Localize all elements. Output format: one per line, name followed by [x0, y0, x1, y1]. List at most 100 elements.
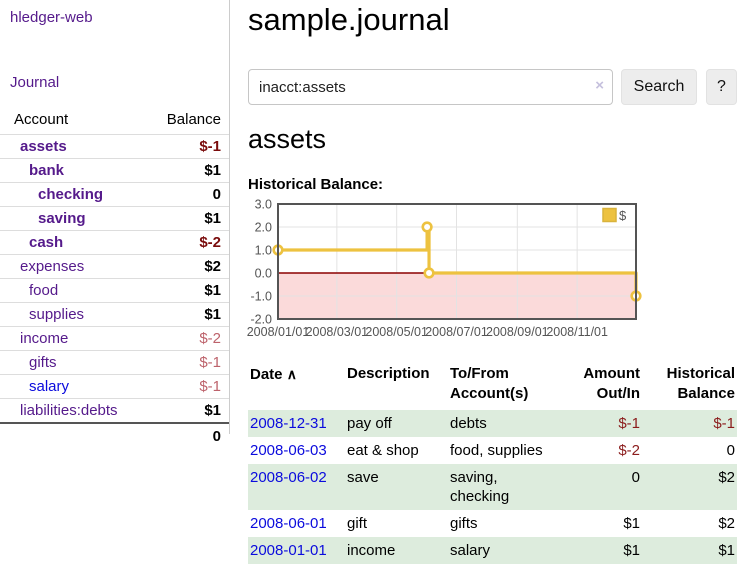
sidebar: hledger-web Journal Account Balance asse…: [0, 0, 230, 445]
account-link-expenses[interactable]: expenses: [20, 258, 85, 275]
account-link-liabilities-debts[interactable]: liabilities:debts: [20, 402, 118, 419]
register-table: Date ∧ Description To/From Account(s) Am…: [248, 362, 737, 564]
svg-text:2008/03/01: 2008/03/01: [306, 325, 369, 339]
balance-column-header: Balance: [166, 111, 221, 128]
transaction-balance: $-1: [713, 415, 735, 432]
svg-text:2008/01/01: 2008/01/01: [247, 325, 310, 339]
svg-text:0.0: 0.0: [255, 267, 272, 281]
svg-text:1.0: 1.0: [255, 244, 272, 258]
balance-chart-canvas: 3.0 2.0 1.0 0.0 -1.0 -2.02008/01/012008/03/01…: [247, 198, 642, 339]
account-balance: $-2: [199, 234, 221, 251]
svg-text:$: $: [619, 208, 627, 223]
transaction-balance: $1: [718, 542, 735, 559]
account-balance: 0: [212, 186, 221, 203]
register-row: 2008-06-01 gift gifts $1 $2: [248, 510, 737, 537]
page-title: sample.journal: [248, 2, 450, 37]
sort-ascending-icon: ∧: [286, 366, 297, 382]
account-row: supplies $1: [0, 302, 229, 326]
app-brand-link[interactable]: hledger-web: [10, 9, 93, 26]
transaction-date-link[interactable]: 2008-06-01: [250, 515, 327, 532]
account-link-saving[interactable]: saving: [38, 210, 86, 227]
transaction-description: eat & shop: [347, 442, 419, 459]
account-row: saving $1: [0, 206, 229, 230]
search-input[interactable]: [248, 69, 613, 105]
transaction-balance: $2: [718, 515, 735, 532]
account-row: gifts $-1: [0, 350, 229, 374]
transaction-amount: $1: [623, 542, 640, 559]
account-link-cash[interactable]: cash: [29, 234, 64, 251]
accounts-header: Account Balance: [0, 107, 229, 134]
account-row: cash $-2: [0, 230, 229, 254]
column-header-accounts: To/From Account(s): [450, 365, 529, 402]
transaction-balance: $2: [718, 469, 735, 486]
main-content: sample.journal × Search ? assets Histori…: [247, 0, 738, 582]
column-header-amount: Amount Out/In: [583, 365, 640, 402]
account-balance: $2: [204, 258, 221, 275]
accounts-panel: Account Balance assets $-1 bank $1 check…: [0, 107, 229, 449]
transaction-date-link[interactable]: 2008-12-31: [250, 415, 327, 432]
transaction-accounts: saving, checking: [450, 469, 510, 505]
account-link-food[interactable]: food: [29, 282, 59, 299]
account-link-assets[interactable]: assets: [20, 138, 67, 155]
svg-text:3.0: 3.0: [255, 199, 272, 212]
register-row: 2008-01-01 income salary $1 $1: [248, 537, 737, 564]
historical-balance-label: Historical Balance:: [248, 176, 384, 193]
transaction-amount: $-2: [618, 442, 640, 459]
account-balance: $-1: [199, 378, 221, 395]
account-row: salary $-1: [0, 374, 229, 398]
svg-text:2008/05/01: 2008/05/01: [365, 325, 428, 339]
svg-text:2008/11/01: 2008/11/01: [546, 325, 608, 339]
register-header-row: Date ∧ Description To/From Account(s) Am…: [248, 362, 737, 410]
transaction-date-link[interactable]: 2008-06-02: [250, 469, 327, 486]
clear-search-icon[interactable]: ×: [595, 77, 604, 94]
svg-text:2.0: 2.0: [255, 221, 272, 235]
account-row: income $-2: [0, 326, 229, 350]
account-link-checking[interactable]: checking: [38, 186, 104, 203]
transaction-description: income: [347, 542, 396, 559]
svg-text:2008/09/01: 2008/09/01: [486, 325, 549, 339]
account-row: expenses $2: [0, 254, 229, 278]
account-balance: $1: [204, 306, 221, 323]
transaction-description: pay off: [347, 415, 392, 432]
sidebar-item-journal[interactable]: Journal: [10, 74, 60, 91]
account-row: assets $-1: [0, 134, 229, 158]
transaction-accounts: debts: [450, 415, 487, 432]
account-balance: $-1: [199, 354, 221, 371]
register-row: 2008-06-02 save saving, checking 0 $2: [248, 464, 737, 510]
column-header-balance: Historical Balance: [666, 365, 735, 402]
account-link-gifts[interactable]: gifts: [29, 354, 57, 371]
help-button[interactable]: ?: [706, 69, 737, 105]
transaction-accounts: salary: [450, 542, 491, 559]
account-row: liabilities:debts $1: [0, 398, 229, 422]
historical-balance-chart: 3.0 2.0 1.0 0.0 -1.0 -2.0 2008/01/01 2008/03/01…: [244, 198, 644, 350]
account-balance: $1: [204, 402, 221, 419]
date-header-label: Date: [250, 366, 283, 383]
account-column-header: Account: [14, 111, 69, 128]
column-header-description: Description: [347, 365, 430, 382]
account-link-supplies[interactable]: supplies: [29, 306, 85, 323]
transaction-accounts: gifts: [450, 515, 478, 532]
register-row: 2008-06-03 eat & shop food, supplies $-2…: [248, 437, 737, 464]
search-bar: × Search ?: [248, 69, 737, 105]
svg-text:2008/07/01: 2008/07/01: [425, 325, 488, 339]
account-link-income[interactable]: income: [20, 330, 69, 347]
transaction-description: gift: [347, 515, 368, 532]
account-row: checking 0: [0, 182, 229, 206]
account-link-salary[interactable]: salary: [29, 378, 70, 395]
transaction-description: save: [347, 469, 379, 486]
account-row: food $1: [0, 278, 229, 302]
transaction-accounts: food, supplies: [450, 442, 543, 459]
transaction-amount: $1: [623, 515, 640, 532]
accounts-total: 0: [0, 422, 229, 449]
transaction-date-link[interactable]: 2008-01-01: [250, 542, 327, 559]
transaction-date-link[interactable]: 2008-06-03: [250, 442, 327, 459]
svg-text:-1.0: -1.0: [250, 290, 272, 304]
column-header-date[interactable]: Date ∧: [248, 362, 345, 410]
register-row: 2008-12-31 pay off debts $-1 $-1: [248, 410, 737, 437]
account-balance: $-1: [199, 138, 221, 155]
transaction-amount: 0: [631, 469, 640, 486]
account-balance: $1: [204, 282, 221, 299]
account-link-bank[interactable]: bank: [29, 162, 65, 179]
search-button[interactable]: Search: [621, 69, 697, 105]
account-balance: $1: [204, 162, 221, 179]
